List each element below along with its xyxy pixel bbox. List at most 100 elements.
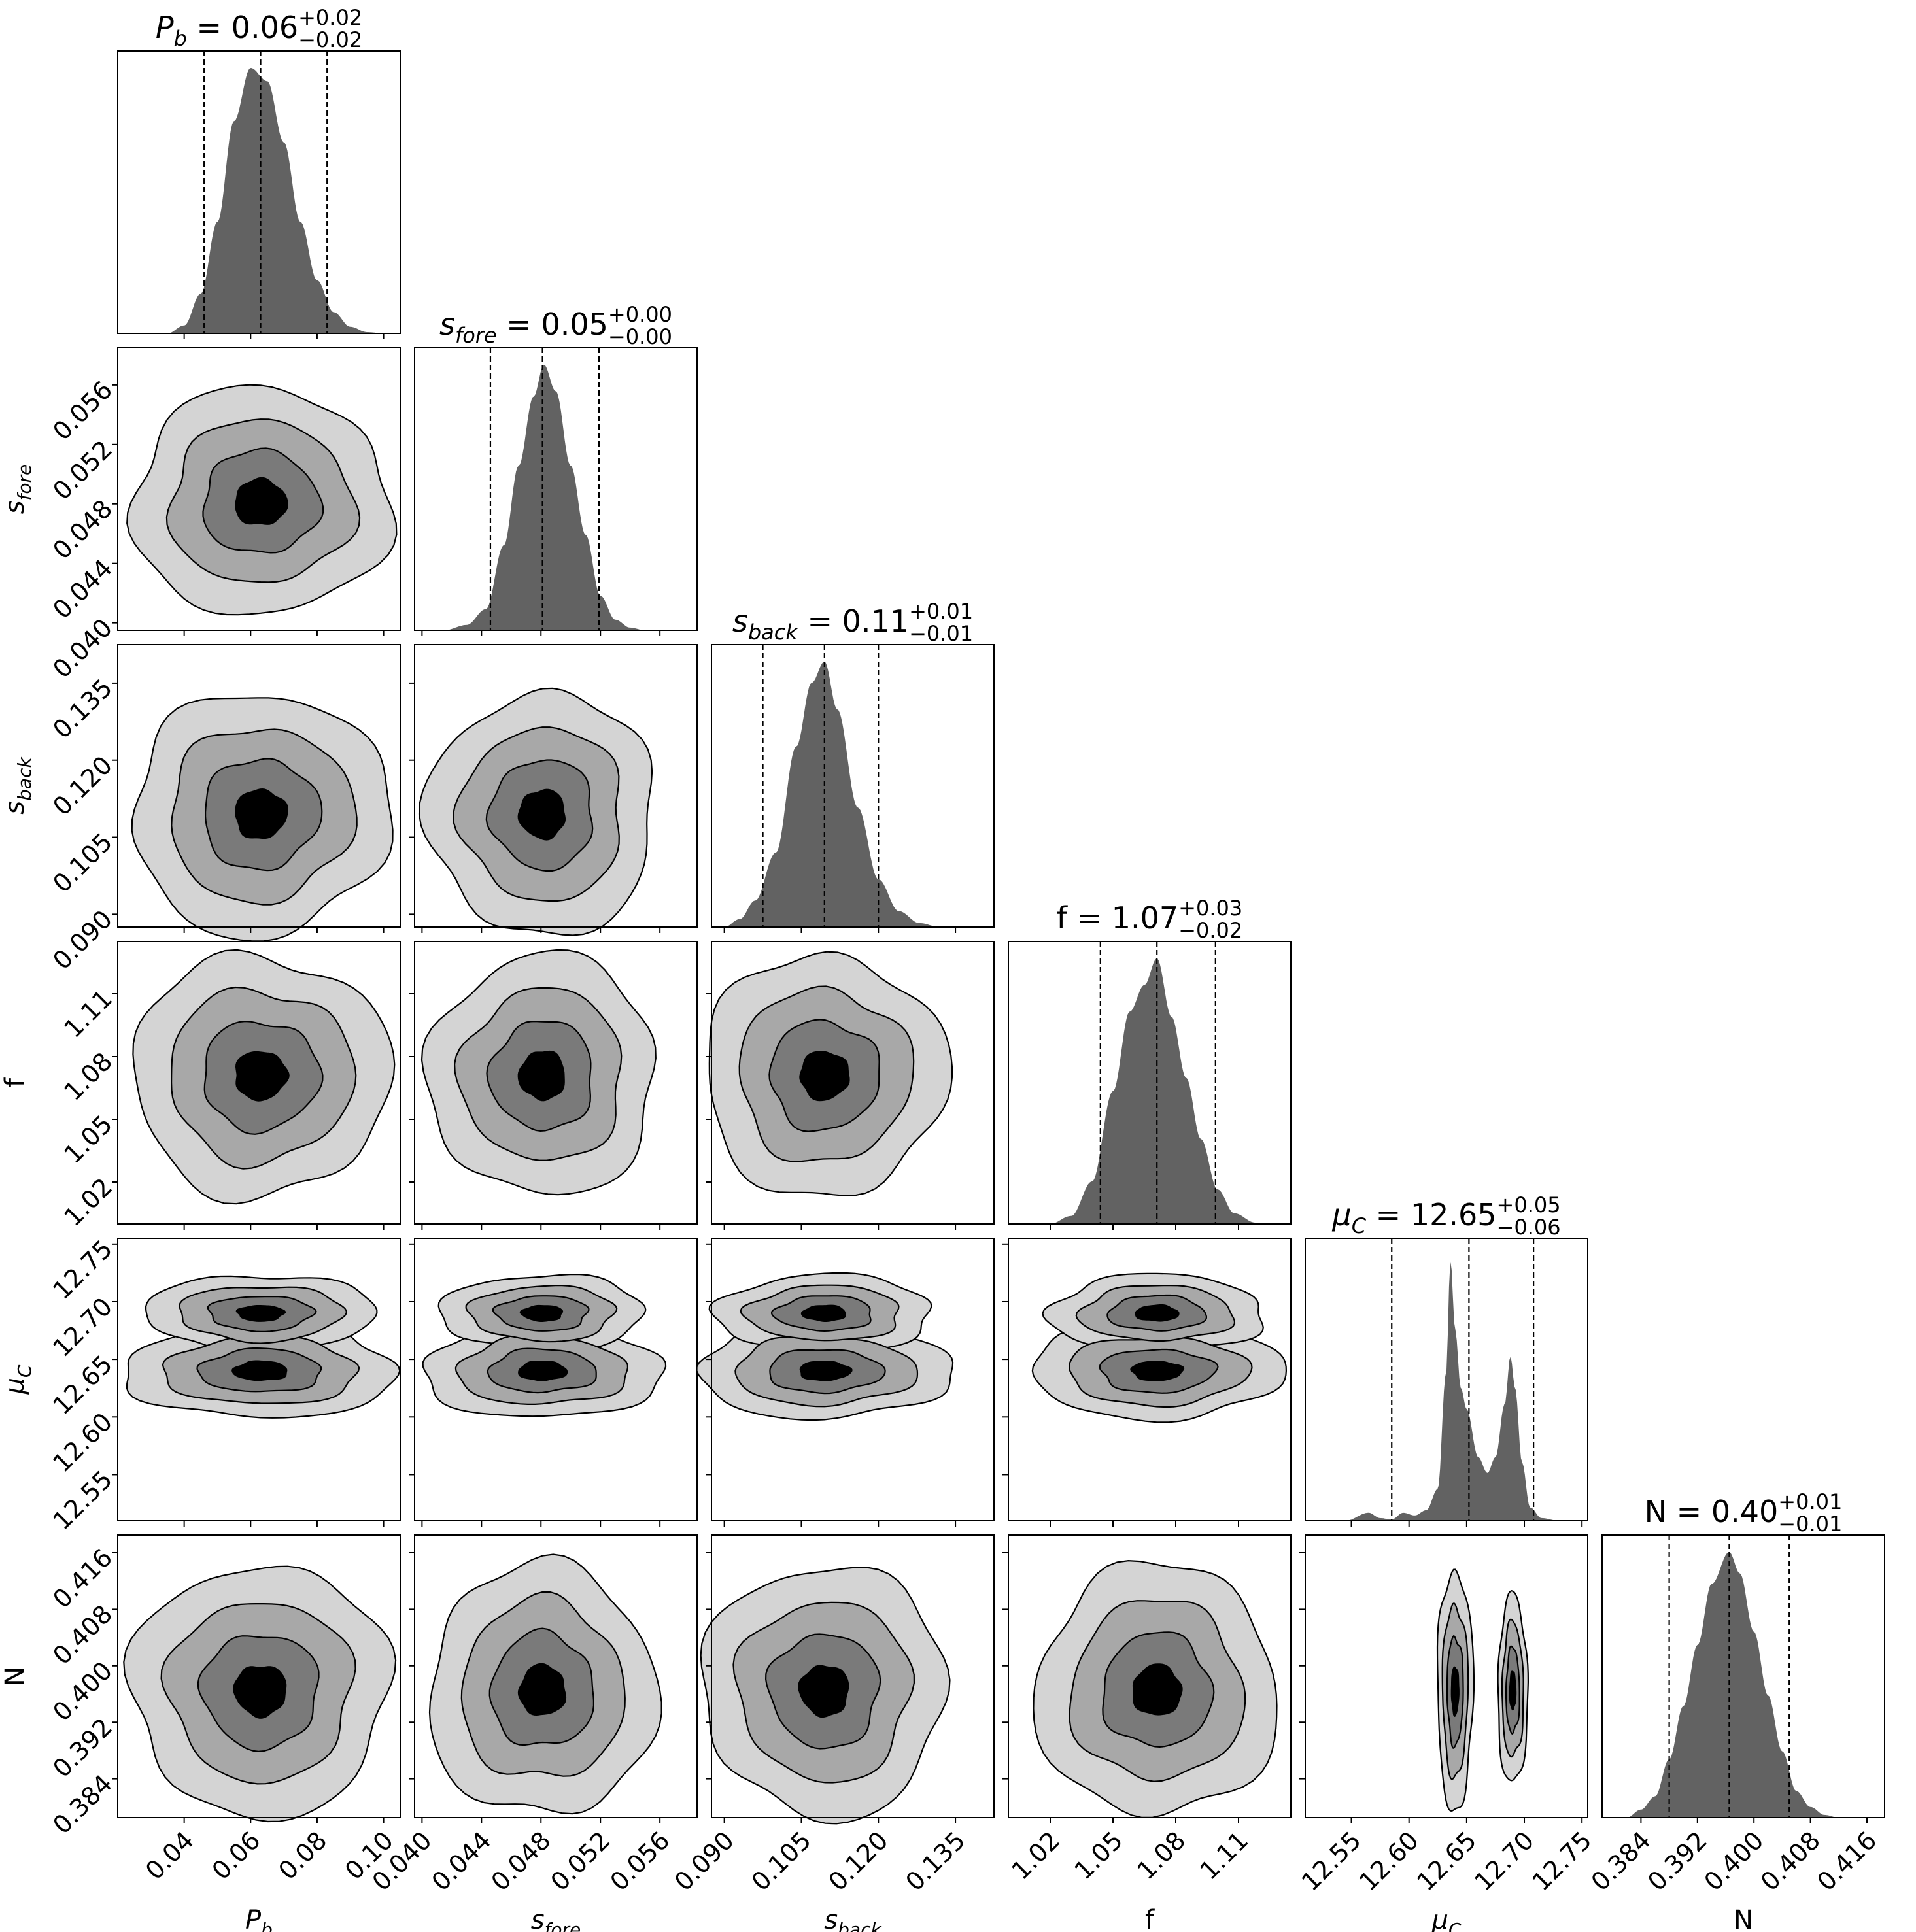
ytick-label-N-1: 0.392 [47,1712,118,1783]
panel-Pb-Pb: Pb = 0.06+0.02−0.02 [117,5,401,339]
hist-N [1602,1551,1885,1818]
panel-N-f: 1.02 1.05 1.08 1.11 [1002,1534,1292,1886]
xtick-label-Pb-0: 0.04 [140,1826,199,1886]
hist-f [1008,958,1291,1224]
contour-level-3 [235,1051,290,1102]
axes-frame [711,1238,995,1521]
ytick-label-N-2: 0.400 [47,1656,118,1727]
xtick-label-sfore-1: 0.044 [426,1826,497,1897]
title-minus-f: −0.02 [1178,918,1242,943]
panel-muC-f [1002,1238,1292,1527]
contour-level-3-low [1130,1361,1185,1381]
xtick-label-f-2: 1.08 [1131,1826,1191,1886]
ytick-label-f-3: 1.11 [58,984,118,1043]
contour-level-3-low [799,1361,853,1381]
ylabel-sback: sback [0,756,35,815]
axes-frame [711,1534,995,1818]
title-minus-N: −0.01 [1778,1512,1842,1536]
xtick-label-f-1: 1.05 [1069,1826,1128,1886]
axes-frame [414,1238,698,1521]
panel-muC-sfore [409,1238,698,1527]
ytick-label-sfore-0: 0.040 [47,613,118,684]
axes-frame [117,941,401,1225]
hist-muC [1305,1261,1588,1521]
xtick-label-sback-2: 0.120 [823,1826,894,1897]
ytick-label-muC-2: 12.65 [47,1349,118,1420]
axes-frame [414,347,698,631]
panel-sback-sback: sback = 0.11+0.01−0.01 [711,599,995,933]
title-text-Pb: Pb = 0.06+0.02 [156,5,362,51]
panel-f-f: f = 1.07+0.03−0.02 [1008,896,1292,1230]
title-text-sback: sback = 0.11+0.01 [732,599,973,645]
xtick-label-N-1: 0.392 [1642,1826,1713,1897]
ytick-label-muC-1: 12.60 [47,1407,118,1478]
panel-N-N: N = 0.40+0.01−0.01 0.3840.3920.4000.4080.… [1586,1489,1885,1897]
title-f: f = 1.07+0.03−0.02 [1057,896,1242,943]
axes-frame [414,941,698,1225]
xtick-label-Pb-2: 0.08 [273,1826,332,1886]
axes-frame [1601,1534,1885,1818]
xlabel-N: N [1734,1905,1753,1932]
ytick-label-sback-1: 0.105 [47,828,118,898]
panel-sfore-sfore: sfore = 0.05+0.00−0.00 [414,302,698,636]
ytick-label-sback-2: 0.120 [47,751,118,821]
ytick-label-sback-3: 0.135 [47,673,118,744]
ytick-label-sfore-2: 0.048 [47,494,118,565]
title-sback: sback = 0.11+0.01−0.01 [732,599,973,646]
xtick-label-sfore-2: 0.048 [486,1826,556,1897]
contour-level-3 [517,1663,567,1716]
ytick-label-muC-4: 12.75 [47,1234,118,1305]
axes-frame [117,644,401,928]
title-minus-sfore: −0.00 [608,324,672,349]
xtick-label-sback-1: 0.105 [746,1826,817,1897]
xtick-label-Pb-1: 0.06 [207,1826,266,1886]
axes-frame [1305,1238,1588,1521]
contour-level-3 [235,788,288,839]
contour-level-3-low [518,1360,568,1381]
title-text-muC: μC = 12.65+0.05 [1331,1193,1560,1238]
panel-f-Pb: 1.021.051.081.11 [58,941,401,1232]
xtick-label-muC-2: 12.65 [1411,1826,1482,1897]
xtick-label-sback-3: 0.135 [900,1826,970,1897]
contour-level-3 [235,477,289,525]
title-minus-sback: −0.01 [909,621,973,646]
title-text-N: N = 0.40+0.01 [1645,1489,1843,1529]
ytick-label-f-2: 1.08 [58,1047,118,1106]
panel-N-Pb: 0.04 0.06 0.08 0.100.3840.3920.4000.4080.41… [47,1534,401,1886]
contour-level-3 [517,1050,565,1102]
xtick-label-sback-0: 0.090 [669,1826,740,1897]
xlabel-Pb: Pb [245,1905,273,1932]
title-Pb: Pb = 0.06+0.02−0.02 [156,5,362,52]
contour-level-3-low [1450,1666,1460,1718]
xtick-label-N-2: 0.400 [1698,1826,1769,1897]
xtick-label-sfore-4: 0.056 [604,1826,675,1897]
title-N: N = 0.40+0.01−0.01 [1645,1489,1843,1536]
xtick-label-N-4: 0.416 [1811,1826,1882,1897]
xtick-label-sfore-3: 0.052 [545,1826,616,1897]
ytick-label-sfore-1: 0.044 [47,554,118,624]
axes-frame [414,644,698,928]
axes-frame [711,644,995,928]
axes-frame [117,1238,401,1521]
contour-level-3-low [231,1360,288,1381]
panel-muC-sback [696,1238,995,1527]
panel-sback-sfore [409,644,698,936]
panel-muC-muC: μC = 12.65+0.05−0.06 [1305,1193,1588,1527]
hist-Pb [118,68,400,333]
xlabel-sfore: sfore [531,1905,581,1932]
ytick-label-f-0: 1.02 [58,1172,118,1232]
axes-frame [117,1534,401,1818]
axes-frame [1305,1534,1588,1818]
hist-sfore [415,365,697,630]
xtick-label-f-3: 1.11 [1194,1826,1254,1886]
panel-f-sback [706,941,995,1230]
ytick-label-sback-0: 0.090 [47,905,118,975]
panel-f-sfore [409,941,698,1230]
ytick-label-sfore-3: 0.052 [47,435,118,505]
contour-level-3 [1132,1663,1183,1716]
axes-frame [1008,1238,1292,1521]
xtick-label-muC-4: 12.75 [1526,1826,1597,1897]
